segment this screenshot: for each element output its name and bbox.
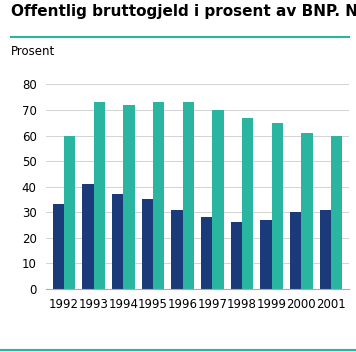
Bar: [94, 102, 105, 289]
Bar: [272, 123, 283, 289]
Bar: [213, 110, 224, 289]
Bar: [242, 118, 253, 289]
Bar: [142, 199, 153, 289]
Bar: [320, 209, 331, 289]
Text: Offentlig bruttogjeld i prosent av BNP. Norge og EU: Offentlig bruttogjeld i prosent av BNP. …: [11, 4, 356, 19]
Bar: [290, 212, 302, 289]
Bar: [231, 222, 242, 289]
Bar: [261, 220, 272, 289]
Bar: [53, 205, 64, 289]
Bar: [183, 102, 194, 289]
Bar: [124, 105, 135, 289]
Bar: [153, 102, 164, 289]
Bar: [331, 136, 342, 289]
Bar: [64, 136, 75, 289]
Text: Prosent: Prosent: [11, 45, 55, 58]
Bar: [201, 217, 213, 289]
Bar: [112, 194, 124, 289]
Bar: [172, 209, 183, 289]
Bar: [302, 133, 313, 289]
Bar: [83, 184, 94, 289]
